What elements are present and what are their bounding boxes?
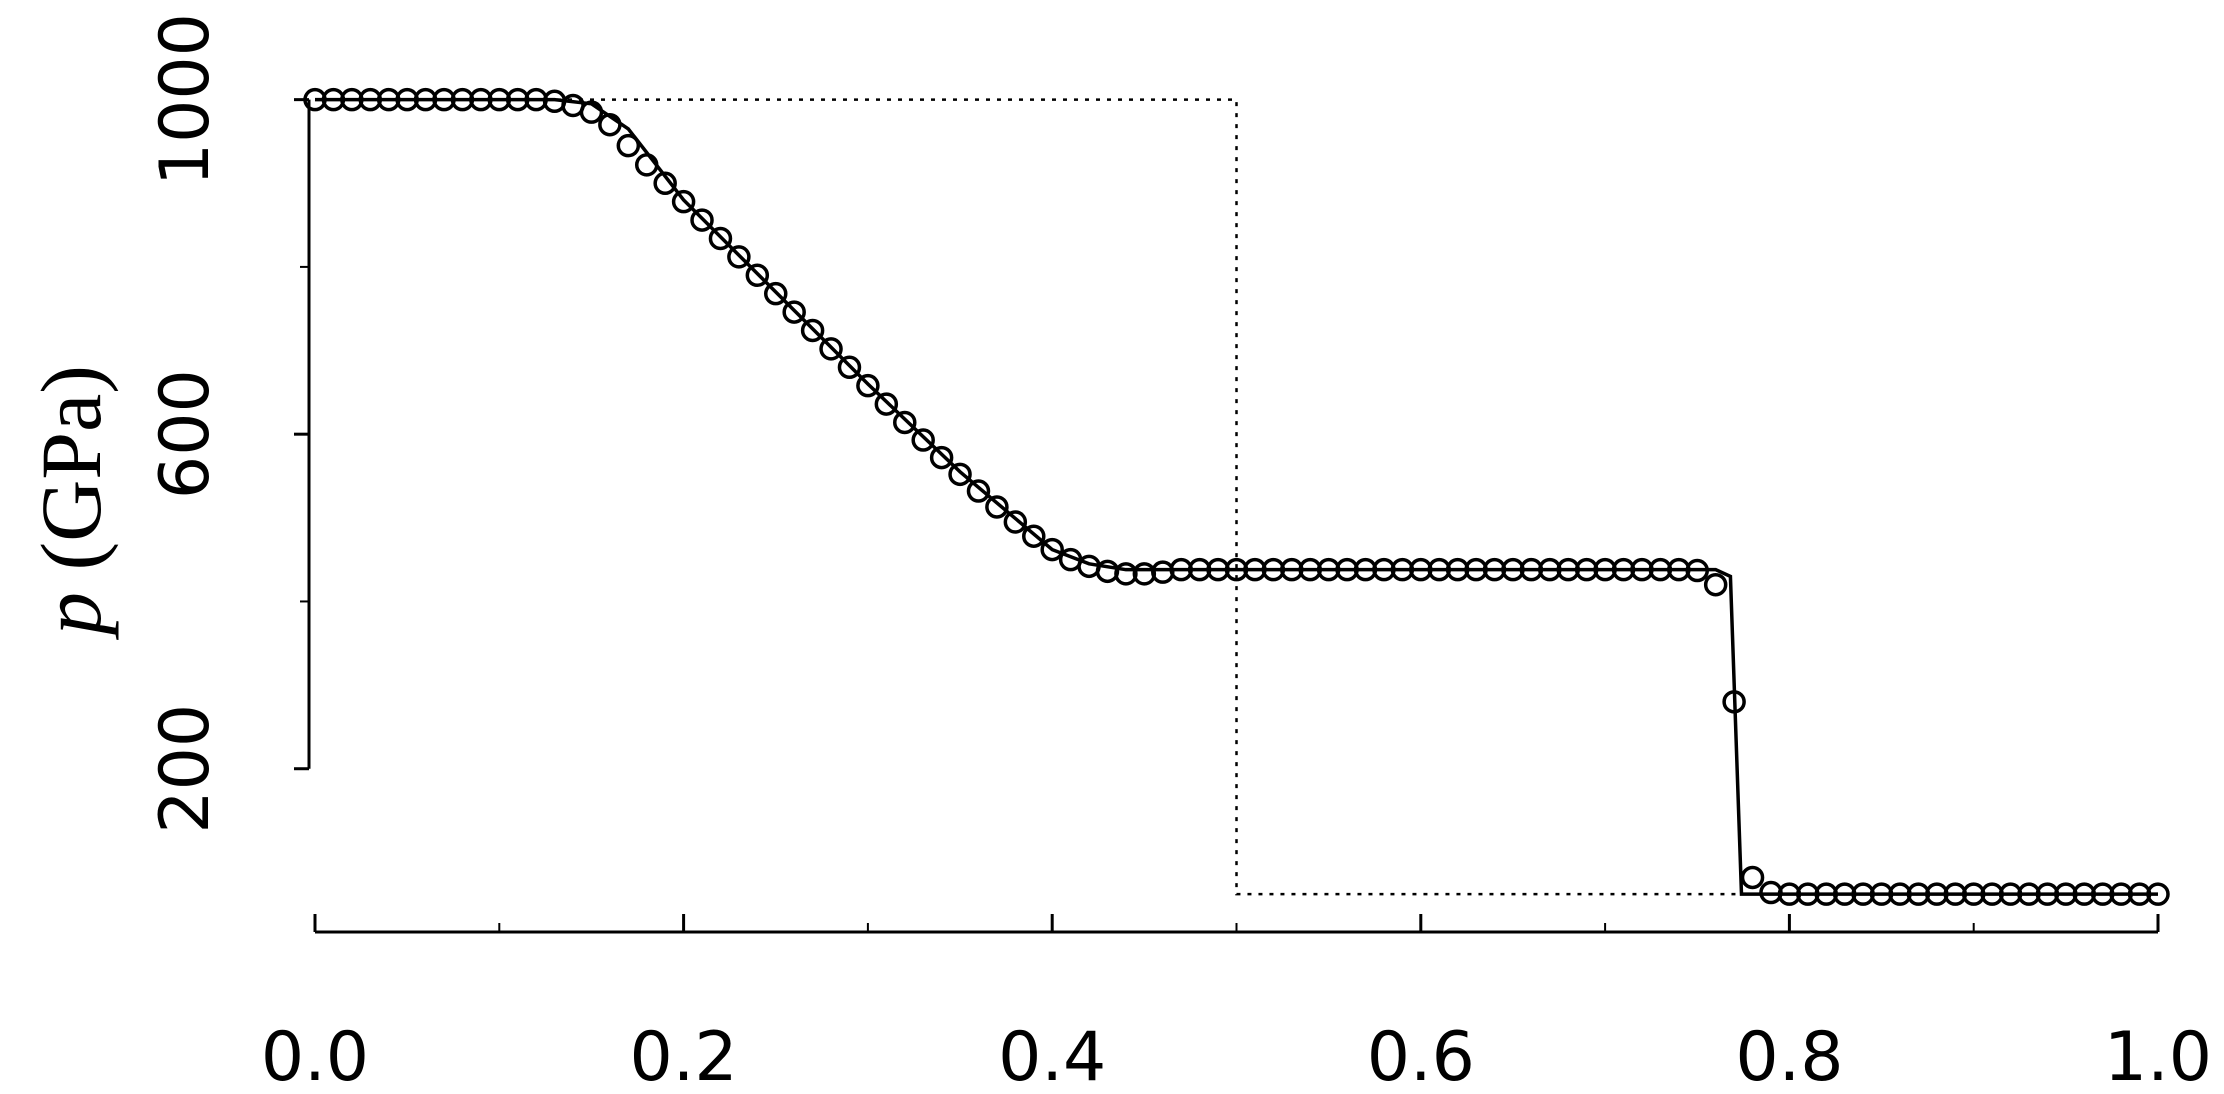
- data-point: [1722, 690, 1746, 714]
- data-point: [579, 100, 604, 124]
- data-point: [911, 428, 935, 452]
- x-tick-label: 1.0: [2104, 1018, 2212, 1094]
- data-point: [1740, 865, 1765, 890]
- x-tick-label: 0.4: [998, 1018, 1106, 1094]
- data-point: [966, 479, 991, 503]
- data-point: [690, 208, 714, 232]
- data-point: [1022, 524, 1046, 548]
- data-point: [634, 153, 659, 177]
- data-point: [1040, 537, 1064, 562]
- data-point: [800, 318, 825, 343]
- initial-condition-line: [315, 98, 2158, 896]
- data-point: [856, 373, 880, 398]
- x-tick-label: 0.2: [630, 1018, 738, 1094]
- y-label-unit: (GPa): [23, 365, 119, 570]
- y-tick-label: 1000: [146, 13, 225, 186]
- data-point: [1703, 572, 1728, 597]
- y-axis-label: p (GPa): [23, 365, 119, 641]
- data-point: [764, 281, 788, 306]
- data-point: [837, 355, 862, 380]
- data-point: [671, 189, 696, 214]
- solution-line: [315, 97, 2158, 896]
- data-point: [893, 410, 917, 435]
- data-point: [819, 337, 843, 361]
- data-point: [598, 112, 622, 137]
- data-point: [929, 445, 954, 470]
- x-tick-label: 0.8: [1735, 1018, 1843, 1094]
- data-point: [708, 226, 733, 251]
- data-point: [985, 495, 1009, 519]
- data-point: [948, 462, 972, 487]
- data-point: [874, 392, 899, 416]
- data-point: [782, 300, 806, 324]
- y-tick-label: 600: [146, 369, 225, 499]
- data-point: [616, 133, 641, 158]
- x-tick-label: 0.6: [1367, 1018, 1475, 1094]
- y-label-symbol: p: [23, 592, 119, 641]
- x-tick-label: 0.0: [261, 1018, 369, 1094]
- data-point: [1003, 510, 1028, 534]
- data-point: [653, 171, 677, 196]
- y-tick-label: 200: [146, 704, 225, 834]
- data-point: [1685, 558, 1709, 583]
- data-point: [745, 263, 770, 288]
- data-point: [727, 245, 751, 269]
- data-point: [2146, 882, 2170, 906]
